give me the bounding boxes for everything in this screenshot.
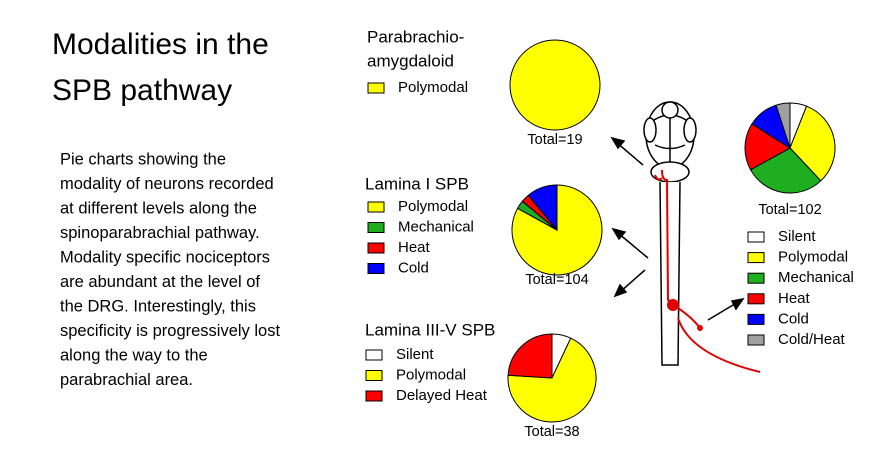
legend-label: Polymodal <box>778 249 848 266</box>
legend-label: Silent <box>396 346 434 363</box>
chart-title: Parabrachio- <box>367 27 464 46</box>
total-label: Total=104 <box>525 272 588 288</box>
body-text: Modality specific nociceptors <box>60 248 270 266</box>
legend-swatch <box>747 272 765 284</box>
total-label: Total=102 <box>758 202 821 218</box>
pie-slice <box>775 102 791 149</box>
legend-label: Cold/Heat <box>778 331 846 348</box>
pie-slice <box>511 184 603 276</box>
pie-slice <box>744 123 791 171</box>
body-text: are abundant at the level of <box>60 273 260 291</box>
chart-title: Lamina I SPB <box>365 174 469 193</box>
body-text: along the way to the <box>60 346 208 364</box>
body-text: the DRG. Interestingly, this <box>60 297 256 315</box>
legend-label: Silent <box>778 228 816 245</box>
pie-slice <box>507 333 553 379</box>
slide-title: SPB pathway <box>52 74 232 107</box>
legend-label: Polymodal <box>396 366 466 383</box>
legend-label: Polymodal <box>398 79 468 96</box>
legend-swatch <box>747 293 765 305</box>
legend-swatch <box>747 252 765 264</box>
total-label: Total=38 <box>524 424 579 440</box>
legend-swatch <box>747 334 765 346</box>
legend-swatch <box>367 263 385 274</box>
legend-label: Heat <box>398 239 431 256</box>
legend-label: Mechanical <box>398 218 474 235</box>
body-text: spinoparabrachial pathway. <box>60 224 260 242</box>
legend-swatch <box>365 370 383 381</box>
body-text: parabrachial area. <box>60 371 193 389</box>
legend-label: Heat <box>778 290 811 307</box>
legend-swatch <box>365 390 383 402</box>
slide-title: Modalities in the <box>52 28 269 61</box>
legend-swatch <box>367 201 385 213</box>
legend-swatch <box>365 349 383 361</box>
terminal <box>697 325 703 331</box>
chart-title: amygdaloid <box>367 51 454 70</box>
mouse-drawing <box>643 101 697 366</box>
legend-label: Cold <box>398 259 429 276</box>
legend-label: Delayed Heat <box>396 387 488 404</box>
body-text: Pie charts showing the <box>60 150 226 168</box>
legend-swatch <box>747 231 765 243</box>
legend-label: Mechanical <box>778 269 854 286</box>
legend-swatch <box>367 222 385 233</box>
drg-soma <box>667 299 679 311</box>
pie-slice <box>507 337 597 423</box>
body-text: specificity is progressively lost <box>60 322 280 340</box>
legend-label: Polymodal <box>398 198 468 215</box>
pie-slice <box>527 184 558 232</box>
body-text: at different levels along the <box>60 199 257 217</box>
arrows <box>610 136 745 321</box>
pie-slice <box>789 105 836 182</box>
chart-title: Lamina III-V SPB <box>365 320 495 339</box>
legend-swatch <box>367 242 385 254</box>
legend-label: Cold <box>778 310 809 327</box>
pie-slice <box>749 147 822 194</box>
legend-swatch <box>747 313 765 325</box>
legend-swatch <box>367 82 385 94</box>
total-label: Total=19 <box>527 132 582 148</box>
body-text: modality of neurons recorded <box>60 175 274 193</box>
pie-slice <box>509 39 601 131</box>
